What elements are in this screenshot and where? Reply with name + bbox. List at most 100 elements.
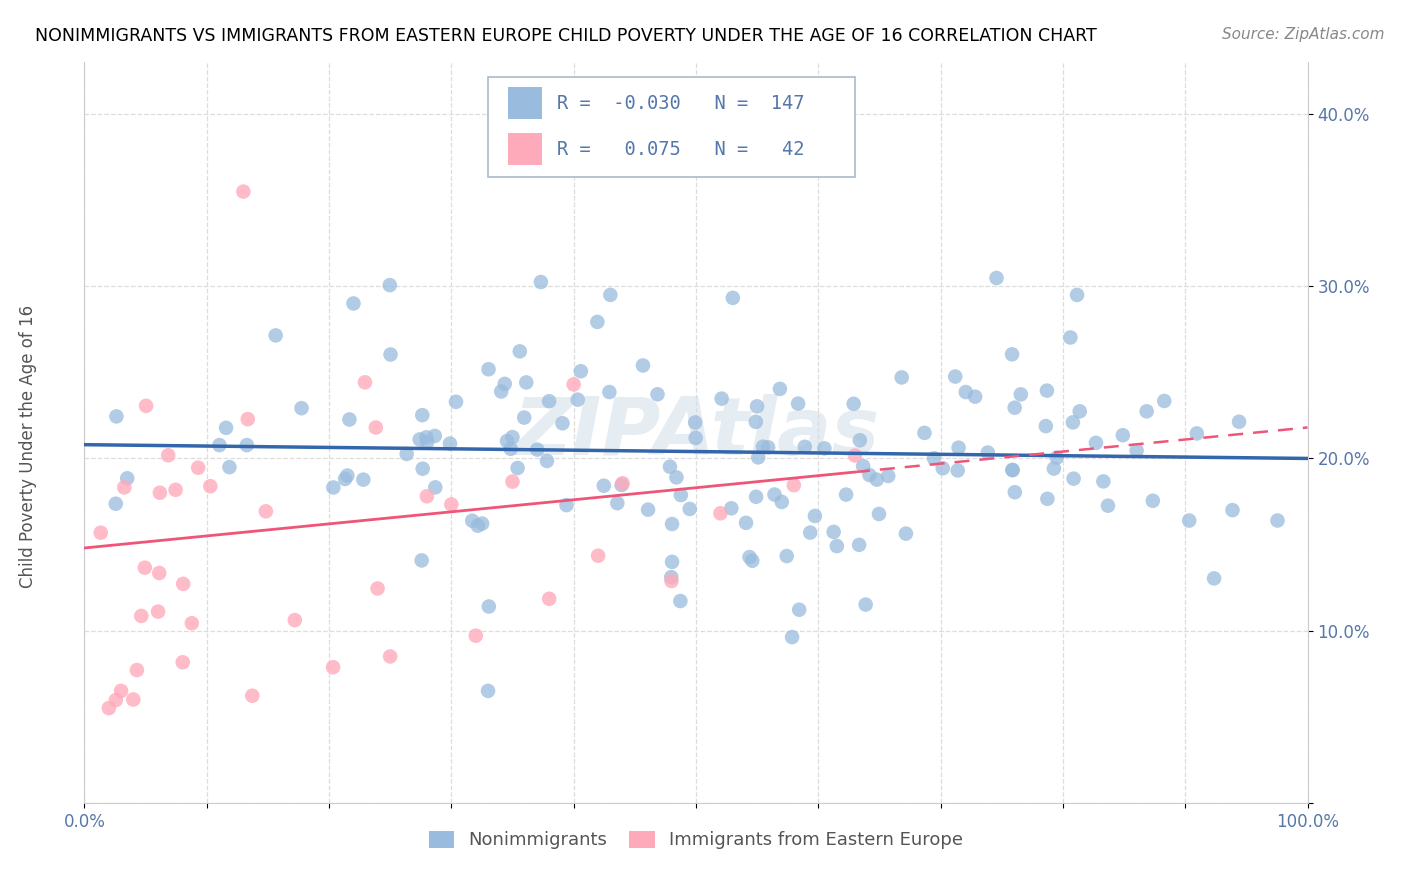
Point	[499, 442, 522, 456]
Point	[538, 591, 561, 606]
Point	[1036, 384, 1059, 398]
Point	[720, 501, 742, 516]
Point	[710, 392, 733, 406]
Point	[986, 271, 1008, 285]
Point	[569, 364, 592, 378]
Point	[1035, 419, 1057, 434]
Point	[509, 344, 531, 359]
Point	[946, 463, 969, 477]
Point	[1142, 493, 1164, 508]
Point	[1069, 404, 1091, 418]
Point	[526, 442, 548, 457]
Point	[1010, 387, 1032, 401]
Point	[515, 376, 537, 390]
Point	[122, 692, 145, 706]
Point	[367, 582, 389, 596]
Point	[598, 385, 620, 400]
Point	[738, 550, 761, 565]
Point	[538, 394, 561, 409]
Point	[769, 382, 792, 396]
Point	[965, 390, 987, 404]
Point	[551, 417, 574, 431]
Point	[440, 497, 463, 511]
Point	[586, 315, 609, 329]
Point	[444, 394, 467, 409]
Text: Child Poverty Under the Age of 16: Child Poverty Under the Age of 16	[20, 304, 37, 588]
Point	[793, 440, 815, 454]
Legend: Nonimmigrants, Immigrants from Eastern Europe: Nonimmigrants, Immigrants from Eastern E…	[422, 823, 970, 856]
Point	[852, 459, 875, 474]
Point	[1004, 401, 1026, 415]
Point	[610, 478, 633, 492]
Point	[165, 483, 187, 497]
Point	[1185, 426, 1208, 441]
Point	[264, 328, 287, 343]
Point	[146, 605, 169, 619]
Point	[586, 549, 609, 563]
Point	[659, 570, 682, 584]
Point	[756, 441, 779, 455]
Point	[914, 425, 936, 440]
Point	[395, 447, 418, 461]
Text: NONIMMIGRANTS VS IMMIGRANTS FROM EASTERN EUROPE CHILD POVERTY UNDER THE AGE OF 1: NONIMMIGRANTS VS IMMIGRANTS FROM EASTERN…	[35, 27, 1097, 45]
Point	[425, 480, 447, 494]
Point	[215, 421, 238, 435]
Point	[131, 608, 153, 623]
FancyBboxPatch shape	[488, 78, 855, 178]
Point	[496, 434, 519, 448]
Point	[669, 594, 692, 608]
Point	[665, 470, 688, 484]
Point	[745, 490, 768, 504]
Point	[776, 549, 799, 563]
Point	[1153, 393, 1175, 408]
Point	[439, 436, 461, 450]
Text: R =  -0.030   N =  147: R = -0.030 N = 147	[557, 94, 804, 112]
Point	[149, 485, 172, 500]
Point	[236, 412, 259, 426]
Point	[637, 502, 659, 516]
Point	[592, 478, 614, 492]
Point	[844, 449, 866, 463]
Point	[336, 468, 359, 483]
Point	[747, 450, 769, 465]
Point	[842, 397, 865, 411]
Point	[1178, 514, 1201, 528]
Point	[685, 431, 707, 445]
Point	[631, 359, 654, 373]
Point	[284, 613, 307, 627]
Point	[661, 574, 683, 588]
Point	[333, 472, 356, 486]
Point	[783, 478, 806, 492]
Point	[236, 438, 259, 452]
Point	[599, 288, 621, 302]
Point	[745, 400, 768, 414]
Point	[813, 442, 835, 456]
Point	[1062, 415, 1084, 429]
Point	[90, 525, 112, 540]
Point	[745, 415, 768, 429]
Point	[848, 538, 870, 552]
Text: R =   0.075   N =   42: R = 0.075 N = 42	[557, 140, 804, 159]
Point	[254, 504, 277, 518]
Point	[1222, 503, 1244, 517]
Point	[339, 412, 361, 426]
Point	[1004, 485, 1026, 500]
Point	[187, 460, 209, 475]
Point	[380, 347, 402, 361]
Point	[354, 376, 377, 390]
Point	[567, 392, 589, 407]
Point	[412, 461, 434, 475]
Point	[464, 629, 486, 643]
FancyBboxPatch shape	[508, 87, 541, 120]
Point	[1267, 514, 1289, 528]
Point	[804, 508, 827, 523]
Point	[679, 502, 702, 516]
Point	[763, 487, 786, 501]
Point	[770, 495, 793, 509]
Point	[948, 441, 970, 455]
Point	[218, 460, 240, 475]
Point	[647, 387, 669, 401]
Point	[411, 553, 433, 567]
Point	[513, 410, 536, 425]
Point	[709, 506, 731, 520]
